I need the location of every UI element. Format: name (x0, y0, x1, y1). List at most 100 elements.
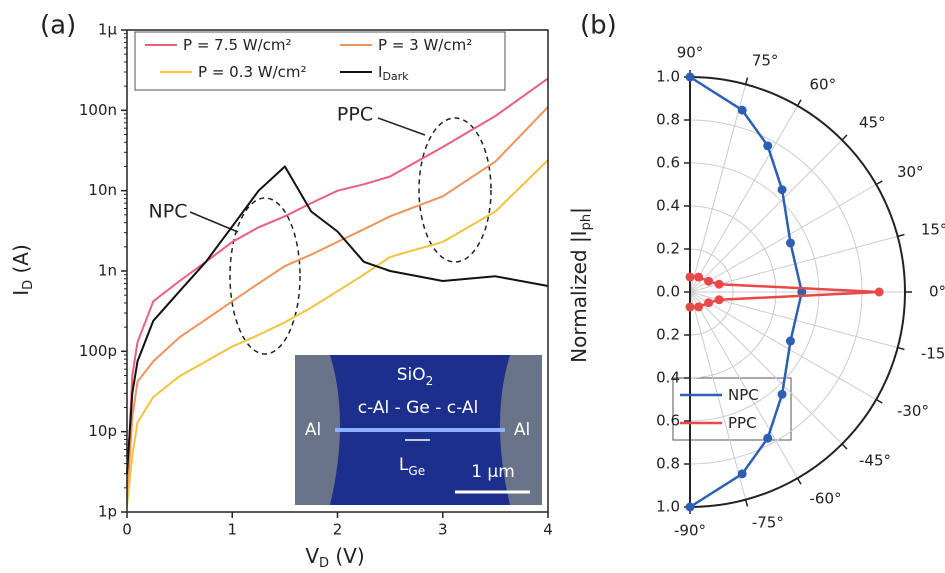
r-label-sub: ph (579, 214, 594, 231)
theta-tick-label: 90° (677, 44, 704, 62)
legend-label: P = 0.3 W/cm² (198, 63, 307, 81)
data-point (714, 295, 724, 305)
grid-spoke (689, 291, 798, 479)
legend-name: I (378, 63, 382, 81)
ppc-leader (377, 117, 426, 136)
data-point (777, 389, 787, 399)
data-point (685, 272, 695, 282)
grid-spoke (689, 235, 898, 293)
panel-label: (a) (40, 11, 76, 41)
theta-tick (875, 180, 883, 186)
theta-tick-label: 45° (859, 114, 886, 132)
r-label-tail: | (567, 207, 591, 214)
nanowire (335, 428, 505, 432)
y-tick-label: 1n (98, 262, 117, 280)
inset-label: Al (514, 420, 530, 440)
grid-spoke (689, 291, 898, 349)
inset-label: 1 µm (471, 462, 515, 482)
r-tick-label: 0.0 (656, 283, 680, 301)
y-label-tail: (A) (9, 244, 33, 280)
grid-spoke (689, 291, 843, 445)
legend-name: NPC (728, 386, 759, 404)
inset-label: Al (305, 420, 321, 440)
theta-tick-label: 60° (810, 76, 837, 94)
data-line (126, 77, 549, 488)
plot-frame (126, 29, 549, 513)
r-tick-label: 1.0 (656, 68, 680, 86)
inset-image: SiO2 c-Al - Ge - c-Al Al Al LGe 1 µm (295, 355, 542, 505)
legend-name: P = 7.5 W/cm² (183, 36, 292, 54)
r-tick-label: 0.8 (656, 455, 680, 473)
x-tick-label: 1 (227, 521, 237, 539)
theta-tick (897, 346, 905, 351)
inset-sub: Ge (408, 464, 425, 478)
legend-name: P = 3 W/cm² (378, 36, 472, 54)
theta-tick (744, 77, 749, 85)
polar-frame (689, 75, 906, 509)
data-point (777, 185, 787, 195)
inset-label: SiO2 (397, 365, 434, 388)
y-tick-label: 1p (98, 503, 117, 521)
legend-label: PPC (728, 414, 757, 432)
ppc-ellipse (418, 117, 492, 263)
data-point (737, 469, 747, 479)
r-label-main: Normalized |I (567, 230, 591, 362)
y-tick-label: 1µ (98, 21, 118, 39)
legend-name: PPC (728, 414, 757, 432)
legend-box (134, 31, 506, 91)
y-axis-label: ID (A) (9, 244, 36, 296)
data-point (763, 141, 773, 151)
x-tick-label: 4 (543, 521, 553, 539)
r-tick-label: 1.0 (656, 498, 680, 516)
legend-name: P = 0.3 W/cm² (198, 63, 307, 81)
data-point (694, 302, 704, 312)
theta-tick-label: -90° (674, 522, 706, 540)
legend-label: P = 3 W/cm² (378, 36, 472, 54)
grid-spoke (689, 139, 843, 293)
y-tick-label: 100p (79, 342, 117, 360)
data-point (685, 302, 695, 312)
legend-label: NPC (728, 386, 759, 404)
grid-spoke (689, 291, 877, 400)
al-contact-left (295, 355, 340, 505)
theta-tick-label: 0° (929, 283, 945, 301)
panel-label: (b) (580, 11, 617, 41)
theta-tick (744, 499, 749, 507)
r-tick-label: 0.6 (656, 412, 680, 430)
data-point (785, 238, 795, 248)
theta-tick (796, 477, 802, 485)
grid-spoke (689, 105, 798, 293)
data-point (685, 502, 695, 512)
theta-tick-label: -30° (897, 402, 929, 420)
annotation: PPC (337, 104, 373, 126)
r-axis-label: Normalized |Iph| (567, 207, 594, 363)
data-point (714, 279, 724, 289)
y-label-main: I (9, 290, 33, 296)
r-tick-label: 0.6 (656, 154, 680, 172)
theta-tick (897, 233, 905, 238)
data-point (797, 287, 807, 297)
theta-tick (796, 99, 802, 107)
inset-sub: 2 (426, 374, 434, 388)
legend-label: IDark (378, 63, 409, 84)
theta-tick-label: -15° (921, 344, 945, 362)
theta-tick-label: -45° (859, 451, 891, 469)
theta-tick (841, 443, 848, 450)
x-label-tail: (V) (329, 544, 365, 568)
annotation: NPC (149, 201, 188, 223)
y-tick-label: 100n (79, 101, 117, 119)
data-point (685, 72, 695, 82)
theta-tick-label: 15° (921, 221, 945, 239)
theta-tick-label: 75° (752, 52, 779, 70)
inset-text: L (399, 455, 409, 475)
theta-tick-label: -60° (810, 489, 842, 507)
x-tick-label: 3 (438, 521, 448, 539)
theta-tick-label: -75° (752, 513, 784, 531)
data-line (126, 165, 549, 474)
y-label-sub: D (21, 280, 36, 290)
x-tick-label: 2 (333, 521, 343, 539)
data-point (737, 105, 747, 115)
data-point (694, 272, 704, 282)
